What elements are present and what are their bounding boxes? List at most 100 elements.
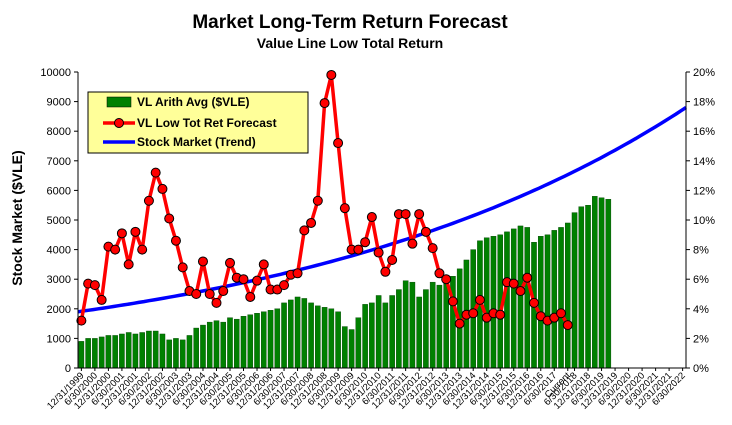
forecast-point bbox=[556, 308, 567, 319]
forecast-point bbox=[495, 309, 506, 320]
y2-tick-label: 12% bbox=[693, 185, 715, 197]
forecast-point bbox=[373, 247, 384, 258]
legend-label-trend: Stock Market (Trend) bbox=[137, 135, 256, 149]
forecast-point bbox=[89, 280, 100, 291]
bar bbox=[416, 296, 422, 369]
bar bbox=[490, 236, 497, 369]
forecast-point bbox=[360, 237, 371, 248]
bar bbox=[173, 338, 179, 369]
forecast-point bbox=[400, 209, 411, 220]
chart-subtitle: Value Line Low Total Return bbox=[257, 35, 443, 51]
forecast-point bbox=[76, 315, 87, 326]
trend-line bbox=[77, 106, 687, 314]
forecast-point bbox=[164, 213, 175, 224]
bar bbox=[85, 338, 91, 369]
bar bbox=[254, 313, 260, 369]
bar bbox=[605, 199, 612, 369]
bar bbox=[261, 311, 267, 369]
y-tick-label: 5000 bbox=[47, 215, 71, 227]
y-tick-label: 2000 bbox=[47, 304, 71, 316]
bar bbox=[315, 305, 321, 369]
bar bbox=[517, 225, 524, 369]
bar bbox=[227, 317, 233, 369]
x-axis-ticks: 12/31/19996/30/200012/31/20006/30/200112… bbox=[45, 368, 688, 412]
forecast-point bbox=[306, 217, 317, 228]
forecast-point bbox=[312, 195, 323, 206]
forecast-point bbox=[366, 212, 377, 223]
forecast-point bbox=[123, 259, 134, 270]
forecast-point bbox=[218, 286, 229, 297]
bar bbox=[132, 333, 139, 369]
forecast-point bbox=[150, 167, 161, 178]
legend-swatch-bar bbox=[106, 96, 132, 108]
y-tick-label: 10000 bbox=[40, 67, 71, 79]
bar bbox=[551, 230, 558, 369]
forecast-point bbox=[96, 294, 107, 305]
legend-marker-forecast bbox=[114, 118, 124, 128]
bar bbox=[504, 231, 510, 369]
bar bbox=[510, 228, 517, 369]
forecast-point bbox=[238, 274, 249, 285]
bar bbox=[429, 281, 436, 369]
y-tick-label: 1000 bbox=[47, 333, 71, 345]
forecast-point bbox=[110, 244, 121, 255]
bar bbox=[328, 308, 335, 369]
bar bbox=[592, 196, 598, 369]
bar bbox=[389, 295, 395, 369]
y2-tick-label: 4% bbox=[693, 304, 709, 316]
y-tick-label: 8000 bbox=[47, 126, 71, 138]
bar bbox=[308, 302, 314, 369]
forecast-point bbox=[454, 318, 465, 329]
forecast-point bbox=[508, 278, 519, 289]
forecast-point bbox=[204, 289, 215, 299]
bar bbox=[301, 298, 308, 369]
bar bbox=[233, 318, 240, 369]
y2-tick-label: 18% bbox=[693, 97, 715, 109]
bar bbox=[578, 206, 585, 369]
y2-tick-label: 16% bbox=[693, 126, 715, 138]
bar bbox=[119, 333, 125, 369]
bar bbox=[274, 308, 281, 369]
bar bbox=[565, 222, 571, 369]
bar bbox=[139, 332, 145, 369]
bar bbox=[585, 204, 591, 369]
bar bbox=[247, 314, 254, 369]
forecast-point bbox=[434, 268, 445, 279]
bar bbox=[98, 336, 105, 369]
bar bbox=[179, 339, 186, 369]
bar bbox=[240, 316, 247, 369]
legend-label-forecast: VL Low Tot Ret Forecast bbox=[137, 116, 277, 130]
trend-series bbox=[77, 106, 687, 314]
forecast-point bbox=[191, 289, 202, 299]
forecast-point bbox=[211, 297, 222, 308]
bar bbox=[152, 330, 159, 369]
bar bbox=[193, 327, 199, 369]
bar bbox=[166, 339, 172, 369]
forecast-point bbox=[130, 226, 141, 237]
bar bbox=[213, 320, 220, 369]
forecast-point bbox=[339, 203, 350, 214]
bar bbox=[186, 335, 193, 369]
bar bbox=[321, 307, 328, 369]
bar bbox=[598, 197, 605, 369]
forecast-point bbox=[319, 98, 330, 109]
bar bbox=[112, 335, 118, 369]
chart-title: Market Long-Term Return Forecast bbox=[192, 12, 508, 33]
bar bbox=[436, 284, 443, 369]
forecast-point bbox=[380, 266, 391, 277]
forecast-point bbox=[529, 297, 539, 308]
forecast-point bbox=[326, 69, 337, 80]
bar bbox=[544, 234, 551, 369]
forecast-point bbox=[447, 296, 458, 307]
bar bbox=[558, 227, 564, 369]
forecast-point bbox=[225, 257, 235, 268]
bar bbox=[537, 236, 544, 369]
forecast-point bbox=[420, 226, 431, 237]
bar bbox=[288, 299, 294, 369]
forecast-point bbox=[427, 243, 438, 254]
bar bbox=[342, 326, 348, 369]
bar bbox=[220, 321, 227, 369]
forecast-point bbox=[137, 244, 148, 255]
bar bbox=[159, 333, 166, 369]
